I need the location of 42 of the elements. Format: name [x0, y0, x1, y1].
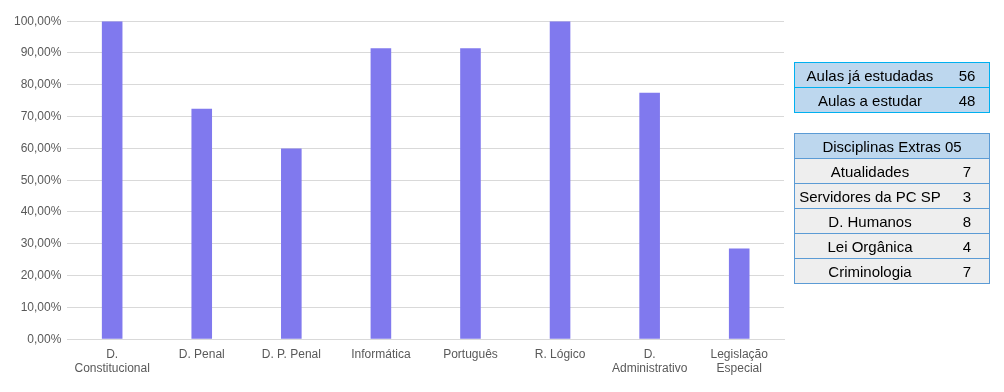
x-tick-label: R. Lógico: [534, 346, 586, 361]
bar: [549, 21, 571, 339]
bar: [281, 148, 302, 339]
y-tick-label: 70,00%: [20, 108, 62, 123]
text: Disciplinas Extras 05: [794, 133, 990, 159]
y-tick-label: 0,00%: [27, 331, 62, 346]
y-tick-label: 30,00%: [20, 236, 62, 251]
bar: [728, 248, 750, 339]
category-label: Aulas já estudadas: [794, 62, 945, 88]
data-label: 4: [945, 233, 990, 259]
category-label: D. Humanos: [794, 208, 945, 234]
bar: [101, 21, 123, 339]
category-label: Atualidades: [794, 158, 945, 184]
x-tick-label: Informática: [351, 346, 411, 361]
category-label: Servidores da PC SP: [794, 183, 945, 209]
bar: [639, 92, 660, 339]
x-tick-label: D. Administrativo: [611, 346, 688, 376]
y-tick-label: 50,00%: [20, 172, 62, 187]
data-label: 7: [945, 158, 990, 184]
x-tick-label: D. P. Penal: [261, 346, 321, 361]
bar: [460, 48, 481, 339]
x-tick-label: D. Penal: [178, 346, 225, 361]
x-tick-label: Legislação Especial: [710, 346, 769, 376]
category-label: Lei Orgânica: [794, 233, 945, 259]
data-label: 3: [945, 183, 990, 209]
x-tick-label: D. Constitucional: [74, 346, 150, 376]
y-tick-label: 40,00%: [20, 204, 62, 219]
bar: [370, 48, 392, 339]
y-tick-label: 90,00%: [20, 45, 62, 60]
category-label: Criminologia: [794, 258, 945, 284]
y-tick-label: 60,00%: [20, 140, 62, 155]
category-label: Aulas a estudar: [794, 87, 945, 113]
data-label: 48: [945, 87, 990, 113]
data-label: 7: [945, 258, 990, 284]
y-tick-label: 100,00%: [14, 13, 62, 28]
x-tick-label: Português: [443, 346, 498, 361]
y-tick-label: 20,00%: [20, 267, 62, 282]
data-label: 8: [945, 208, 990, 234]
data-label: 56: [945, 62, 990, 88]
y-tick-label: 80,00%: [20, 77, 62, 92]
y-tick-label: 10,00%: [20, 299, 62, 314]
bar: [191, 108, 213, 339]
